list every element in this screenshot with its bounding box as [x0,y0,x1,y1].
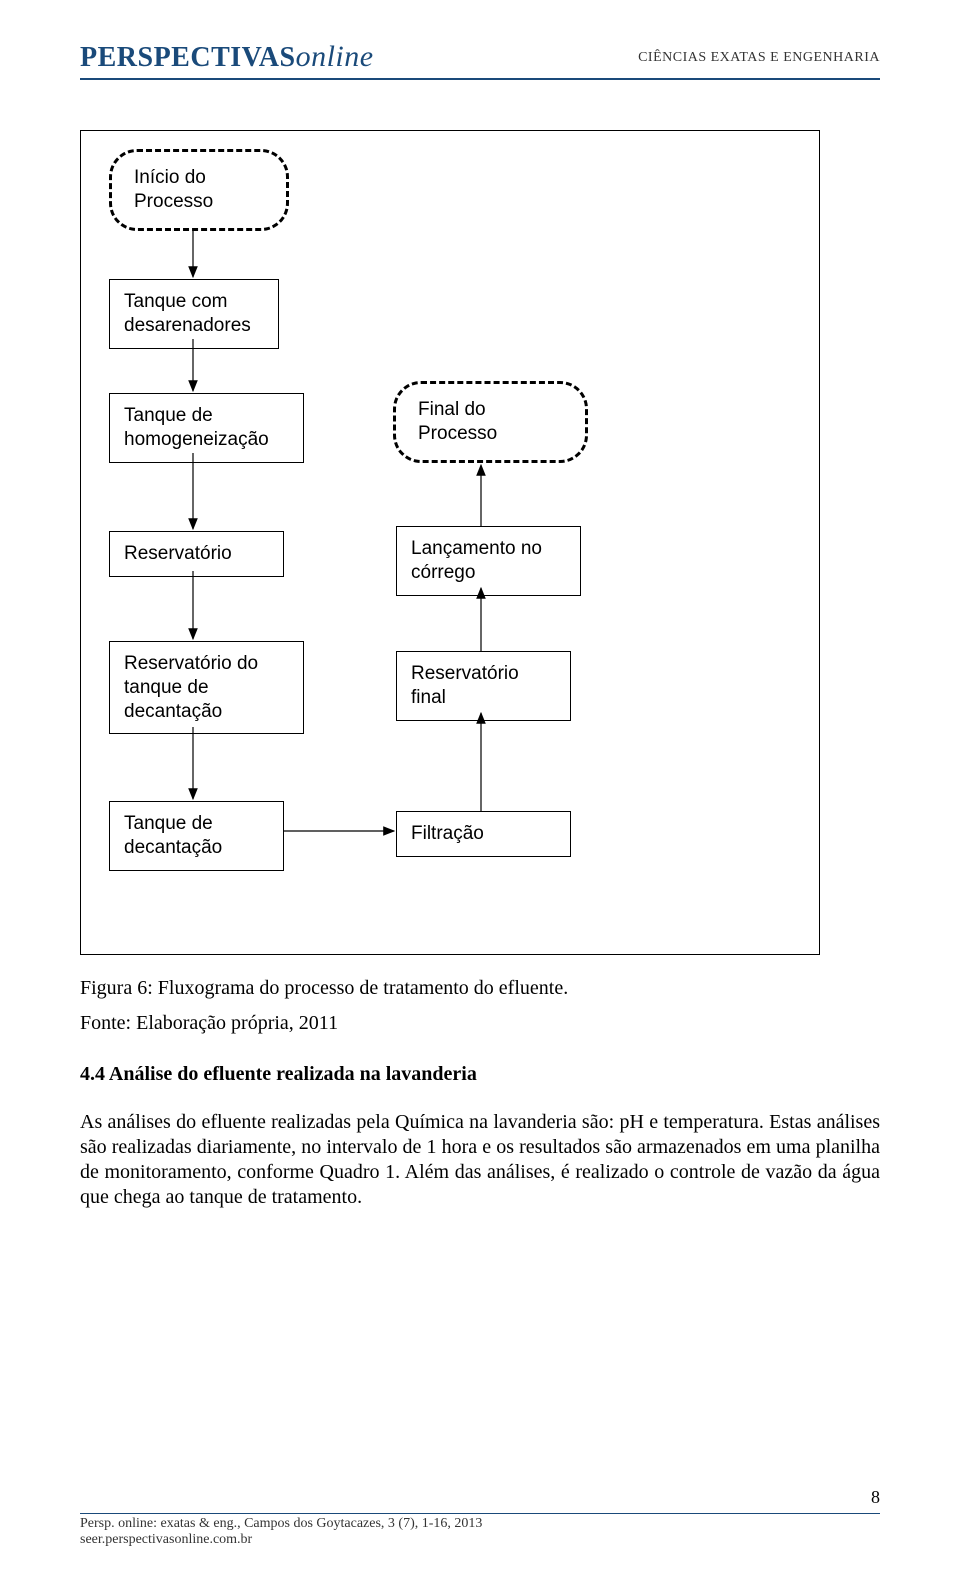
footer-divider [80,1513,880,1514]
brand-name-italic: online [296,40,374,73]
section-title: 4.4 Análise do efluente realizada na lav… [80,1063,880,1086]
figure-caption: Figura 6: Fluxograma do processo de trat… [80,977,880,1000]
footer-line2: seer.perspectivasonline.com.br [80,1532,880,1548]
footer-line1: Persp. online: exatas & eng., Campos dos… [80,1516,880,1532]
page-footer: Persp. online: exatas & eng., Campos dos… [80,1505,880,1548]
body-paragraph: As análises do efluente realizadas pela … [80,1110,880,1210]
header-right-text: CIÊNCIAS EXATAS E ENGENHARIA [638,50,880,66]
flowchart-container: Início do Processo Tanque com desarenado… [80,130,820,955]
header-divider [80,78,880,80]
brand-name-bold: PERSPECTIVAS [80,42,296,73]
flowchart-arrows [81,131,821,956]
page-header: PERSPECTIVASonline CIÊNCIAS EXATAS E ENG… [80,40,880,100]
figure-source: Fonte: Elaboração própria, 2011 [80,1012,880,1035]
